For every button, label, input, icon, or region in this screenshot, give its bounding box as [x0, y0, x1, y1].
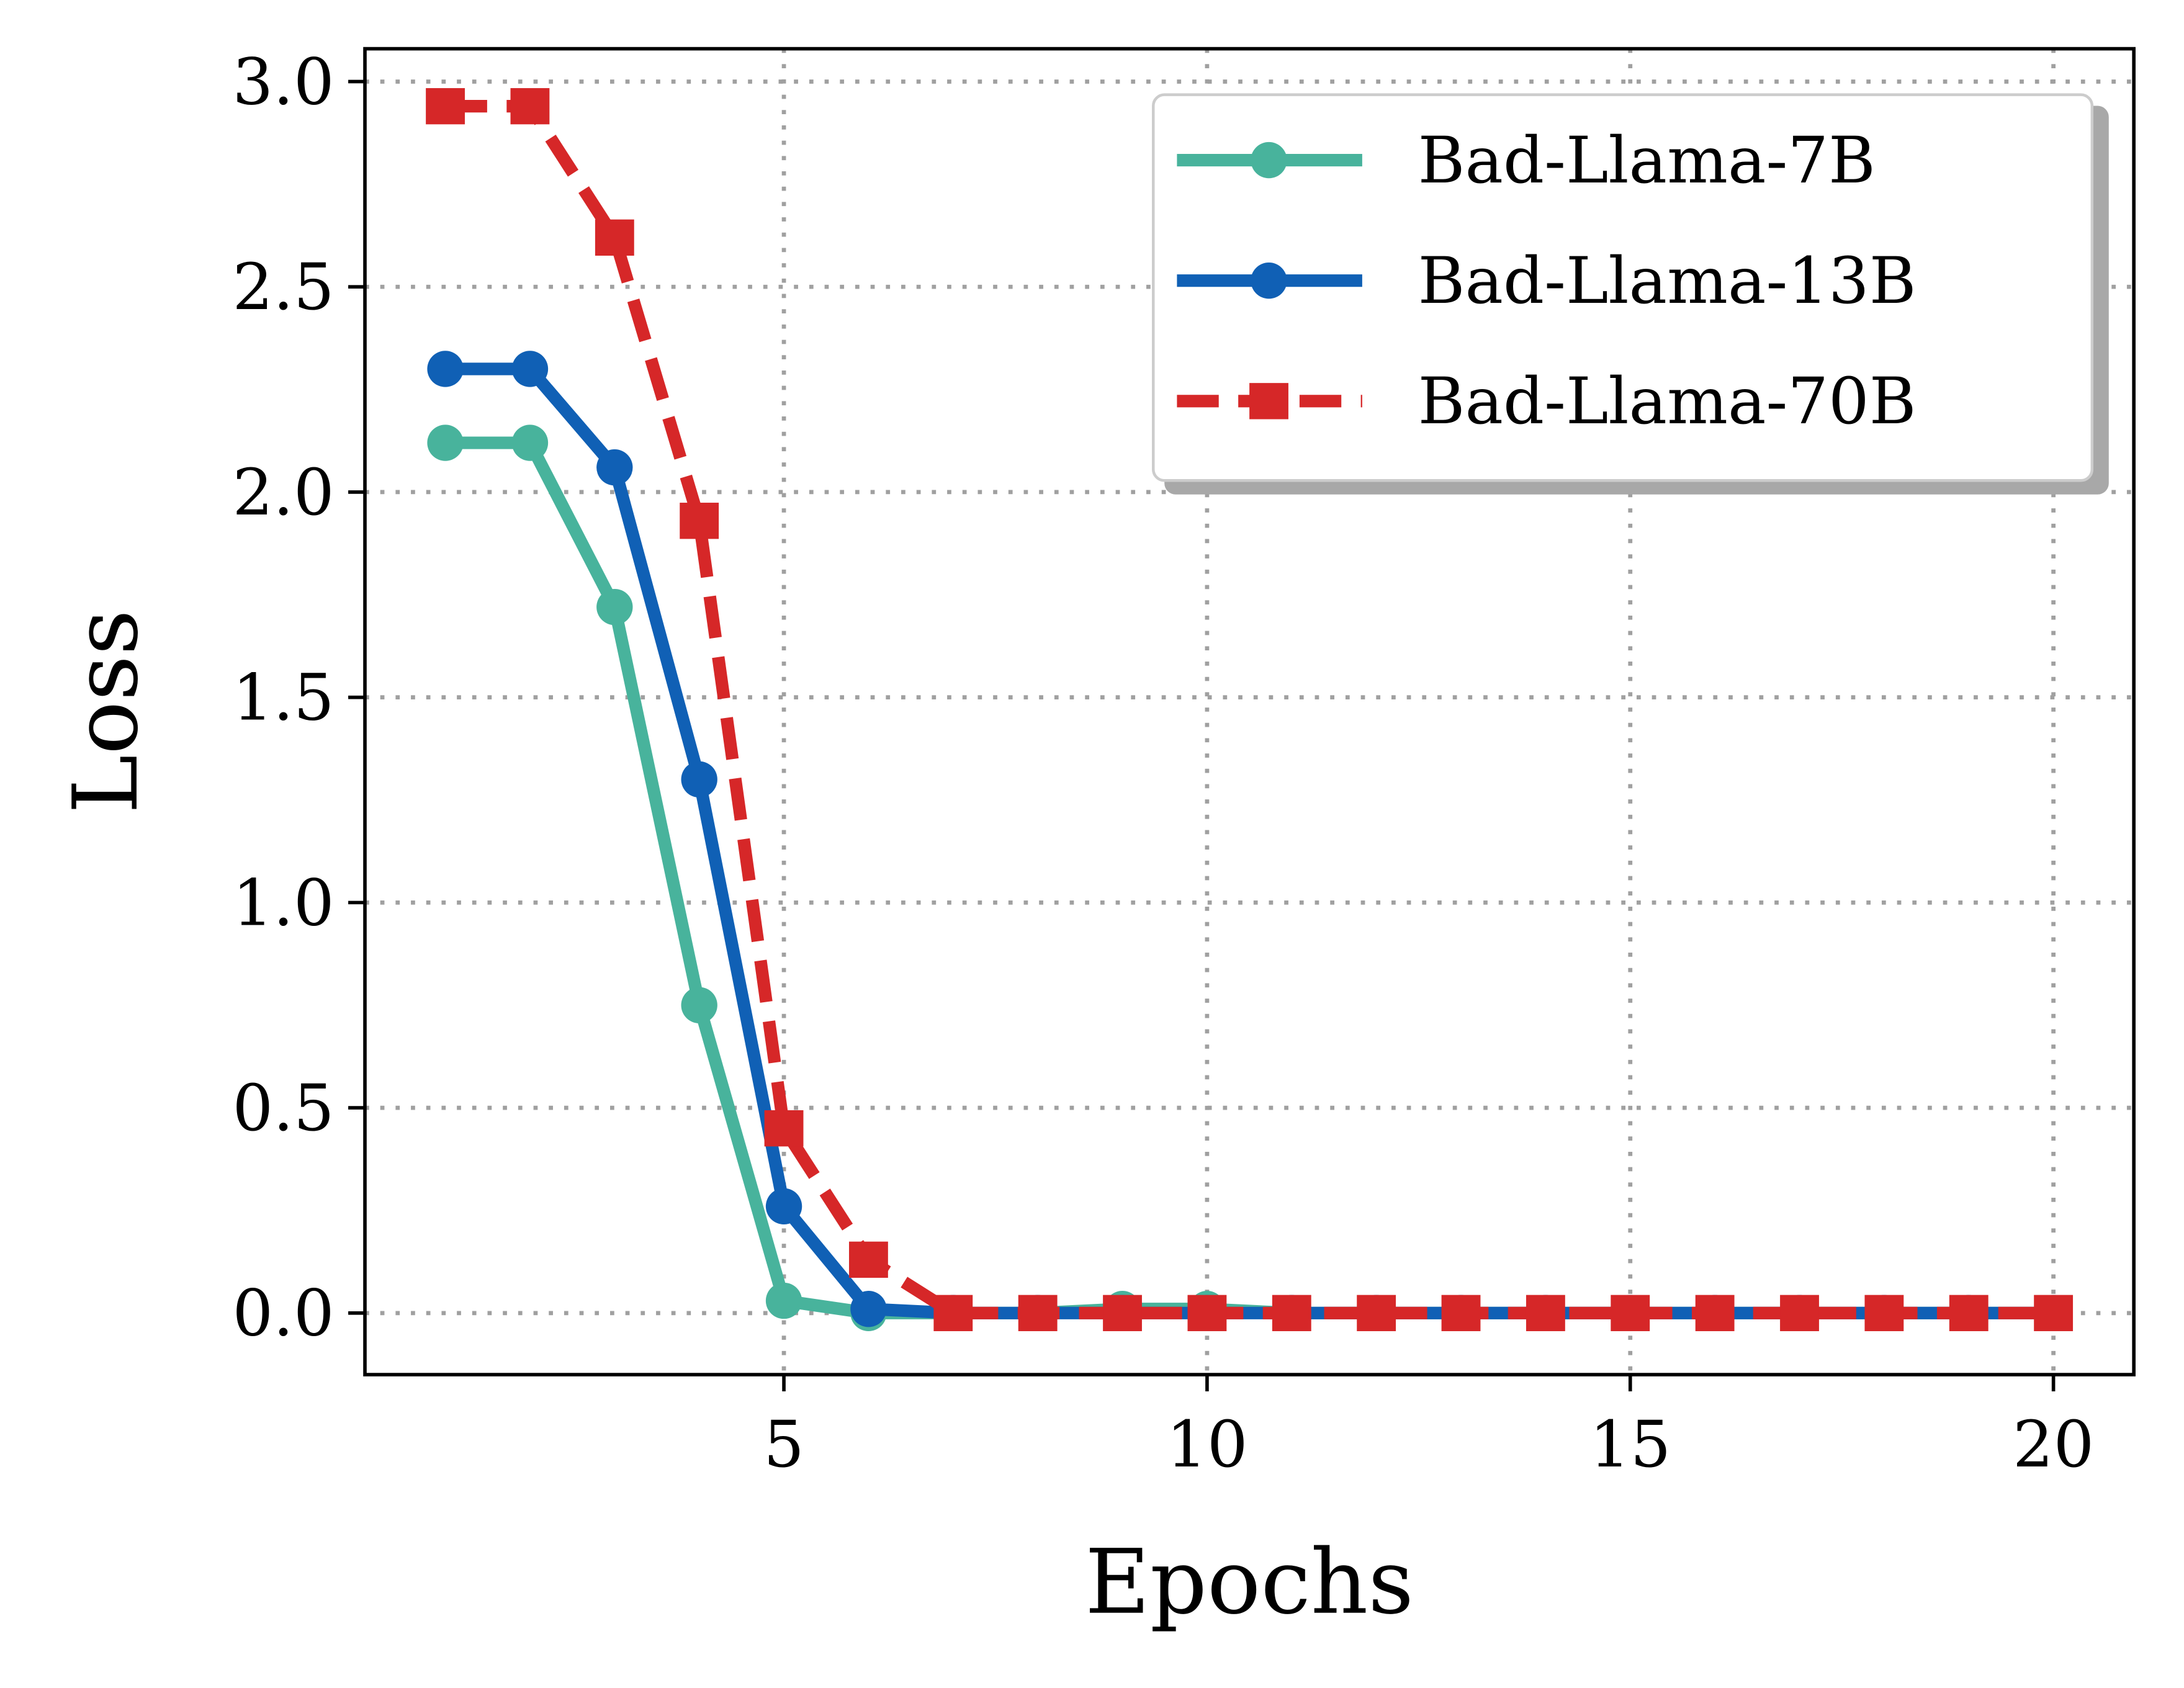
y-axis-label: Loss — [54, 609, 158, 814]
data-point — [595, 219, 634, 256]
data-point — [1949, 1295, 1989, 1332]
data-point — [849, 1241, 888, 1278]
data-point — [1611, 1295, 1650, 1332]
data-point — [1695, 1295, 1735, 1332]
data-point — [2034, 1295, 2074, 1332]
data-point — [681, 987, 717, 1023]
x-tick-label: 10 — [1166, 1407, 1247, 1482]
data-point — [1864, 1295, 1904, 1332]
legend-marker — [1249, 383, 1288, 420]
data-point — [1187, 1295, 1227, 1332]
data-point — [426, 88, 465, 125]
data-point — [1272, 1295, 1311, 1332]
data-point — [1357, 1295, 1396, 1332]
y-tick-label: 2.0 — [232, 456, 334, 530]
legend-marker — [1251, 141, 1287, 179]
data-point — [1441, 1295, 1481, 1332]
y-tick-label: 1.5 — [232, 661, 334, 735]
data-point — [1526, 1295, 1565, 1332]
x-tick-label: 15 — [1589, 1407, 1671, 1482]
series-bad-llama-7b — [427, 424, 2072, 1332]
series-bad-llama-70b — [426, 88, 2074, 1332]
data-point — [1780, 1295, 1819, 1332]
data-point — [596, 588, 633, 626]
x-tick-label: 20 — [2013, 1407, 2094, 1482]
legend-label: Bad-Llama-13B — [1418, 244, 1917, 318]
data-point — [681, 761, 717, 798]
series-layer — [426, 88, 2074, 1332]
data-point — [510, 88, 550, 125]
data-point — [596, 449, 633, 486]
y-tick-label: 0.0 — [232, 1277, 334, 1351]
data-point — [765, 1188, 802, 1225]
data-point — [765, 1282, 802, 1319]
legend-label: Bad-Llama-70B — [1418, 364, 1917, 439]
legend-box — [1152, 93, 2094, 482]
data-point — [511, 424, 549, 461]
data-point — [850, 1291, 887, 1327]
series-bad-llama-13b — [427, 351, 2072, 1332]
ticks: 5 10 15 20 0.0 0.5 1.0 1.5 2.0 2.5 3.0 — [232, 45, 2094, 1482]
y-tick-label: 0.5 — [232, 1071, 334, 1146]
series-line — [445, 436, 2054, 1319]
x-tick-label: 5 — [763, 1407, 804, 1482]
data-point — [427, 424, 464, 461]
legend-marker — [1251, 263, 1287, 299]
data-point — [511, 351, 549, 387]
data-point — [427, 351, 464, 387]
data-point — [1103, 1295, 1142, 1332]
data-point — [1018, 1295, 1058, 1332]
data-point — [933, 1295, 973, 1332]
x-axis-label: Epochs — [1085, 1530, 1414, 1634]
legend: Bad-Llama-7B Bad-Llama-13B Bad-Llama-70B — [1152, 93, 2109, 495]
y-tick-label: 2.5 — [232, 250, 334, 325]
legend-label: Bad-Llama-7B — [1418, 123, 1876, 198]
y-tick-label: 3.0 — [232, 45, 334, 119]
y-tick-label: 1.0 — [232, 866, 334, 940]
plot-frame — [363, 47, 2136, 1376]
data-point — [680, 503, 719, 539]
data-point — [764, 1110, 804, 1147]
